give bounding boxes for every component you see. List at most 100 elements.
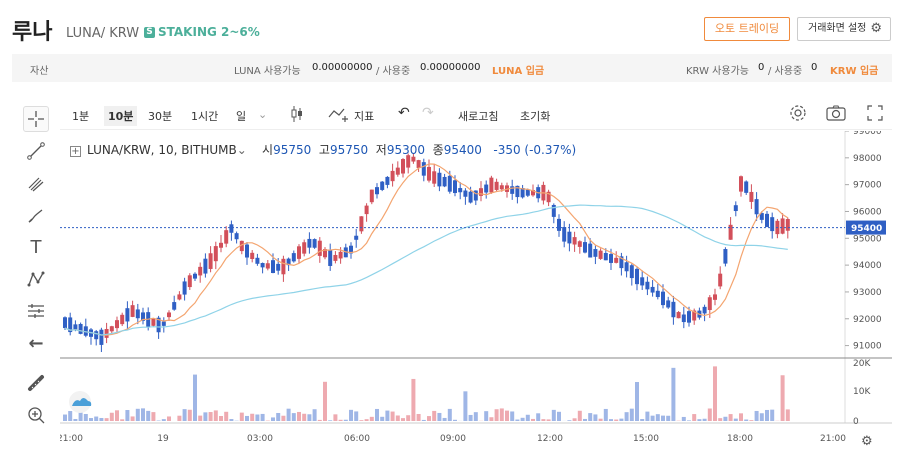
candle	[739, 176, 743, 192]
volume-bar	[297, 411, 301, 421]
volume-bar	[697, 419, 702, 421]
time-tick-label: 18:00	[727, 434, 753, 444]
volume-bar	[588, 413, 593, 421]
krw-deposit-link[interactable]: KRW 입금	[830, 66, 879, 77]
text-tool-icon[interactable]: T	[30, 236, 42, 258]
volume-bar	[468, 414, 473, 421]
candle	[525, 189, 530, 196]
auto-trading-button[interactable]: 오토 트레이딩	[704, 17, 790, 41]
legend-expand-icon[interactable]: +	[70, 146, 81, 157]
candle	[135, 309, 140, 319]
candle	[323, 249, 327, 258]
time-axis-gear-icon[interactable]: ⚙	[861, 434, 873, 449]
candle	[463, 190, 468, 197]
volume-bar	[250, 413, 255, 421]
volume-bar	[718, 418, 723, 421]
candle	[385, 176, 390, 185]
volume-bar	[619, 418, 624, 421]
candle	[297, 246, 301, 259]
volume-bar	[494, 409, 499, 421]
volume-bar	[193, 374, 197, 421]
price-tick-label: 94000	[853, 261, 882, 271]
candle	[661, 291, 665, 306]
refresh-button[interactable]: 새로고침	[458, 110, 499, 123]
indicator-button[interactable]: 지표	[354, 110, 375, 123]
undo-icon[interactable]: ↶	[398, 105, 410, 121]
volume-bar	[432, 410, 437, 421]
prediction-tool-icon[interactable]	[23, 298, 49, 324]
interval-30min[interactable]: 30분	[148, 110, 173, 123]
candle	[494, 181, 499, 190]
candle	[83, 326, 88, 336]
interval-1hour[interactable]: 1시간	[191, 110, 219, 123]
brush-icon[interactable]	[23, 202, 49, 228]
settings-gear-icon[interactable]	[789, 104, 807, 125]
volume-bar	[167, 416, 171, 421]
crosshair-icon[interactable]	[23, 106, 49, 132]
volume-bar	[447, 408, 452, 421]
candle	[120, 314, 125, 325]
volume-bar	[338, 419, 343, 421]
volume-bar	[739, 413, 743, 421]
time-tick-label: 06:00	[344, 434, 370, 444]
time-tick-label: 21:00	[820, 434, 846, 444]
interval-10min[interactable]: 10분	[104, 106, 138, 126]
header: 루나 LUNA/ KRW S STAKING 2~6% 오토 트레이딩 거래화면 …	[0, 0, 904, 50]
volume-bar	[120, 419, 125, 421]
price-tick-label: 92000	[853, 315, 882, 325]
camera-icon[interactable]	[826, 104, 846, 125]
fib-tool-icon[interactable]	[23, 170, 49, 196]
volume-bar	[255, 414, 260, 421]
candle	[317, 240, 322, 256]
candle	[172, 302, 177, 310]
volume-bar	[759, 413, 764, 421]
candle	[629, 265, 634, 279]
luna-deposit-link[interactable]: LUNA 입금	[492, 66, 545, 77]
volume-bar	[130, 416, 135, 421]
volume-bar	[505, 410, 509, 421]
candle-type-icon[interactable]	[290, 105, 304, 126]
candle	[328, 250, 333, 266]
volume-bar	[271, 417, 275, 421]
candle	[531, 190, 535, 196]
coin-title: 루나	[12, 20, 53, 45]
pattern-tool-icon[interactable]	[23, 266, 49, 292]
candle	[369, 189, 374, 203]
volume-bar	[141, 408, 145, 421]
candle	[603, 252, 608, 261]
screen-settings-button[interactable]: 거래화면 설정 ⚙	[797, 17, 891, 41]
redo-icon[interactable]: ↷	[422, 105, 434, 121]
volume-bar	[364, 419, 369, 421]
volume-bar	[655, 414, 660, 421]
interval-day[interactable]: 일	[236, 110, 247, 123]
volume-bar	[182, 409, 187, 421]
candle	[78, 323, 83, 334]
candle	[754, 199, 759, 215]
interval-1min[interactable]: 1분	[72, 110, 90, 123]
trendline-icon[interactable]	[23, 138, 49, 164]
volume-bar	[515, 419, 520, 421]
arrow-left-icon[interactable]: ←	[28, 332, 44, 354]
price-chart[interactable]: 99000 98000 97000 96000 95000 94000 93000 92000…	[60, 131, 892, 451]
chevron-down-icon[interactable]: ⌄	[258, 108, 268, 121]
candle	[130, 305, 135, 317]
chart-toolbar: 1분 10분 30분 1시간 일 ⌄ 지표 ↶ ↷ 새로고침 초기화	[60, 100, 892, 130]
legend-low: 95300	[386, 143, 426, 157]
candle	[562, 227, 567, 242]
indicator-icon[interactable]	[328, 105, 350, 126]
candle	[744, 181, 749, 193]
candle	[193, 273, 197, 279]
ruler-icon[interactable]	[23, 370, 49, 396]
candle	[395, 167, 400, 175]
volume-bar	[198, 415, 203, 421]
legend-chevron-icon[interactable]: ⌄	[236, 143, 247, 157]
candle	[655, 290, 660, 298]
time-tick-label: 19	[157, 434, 169, 444]
reset-button[interactable]: 초기화	[520, 110, 551, 123]
volume-bar	[213, 410, 218, 421]
fullscreen-icon[interactable]	[866, 104, 884, 125]
volume-bar	[219, 416, 223, 421]
zoom-in-icon[interactable]	[23, 402, 49, 428]
staking-badge[interactable]: S STAKING 2~6%	[144, 25, 260, 39]
candle	[588, 243, 593, 258]
